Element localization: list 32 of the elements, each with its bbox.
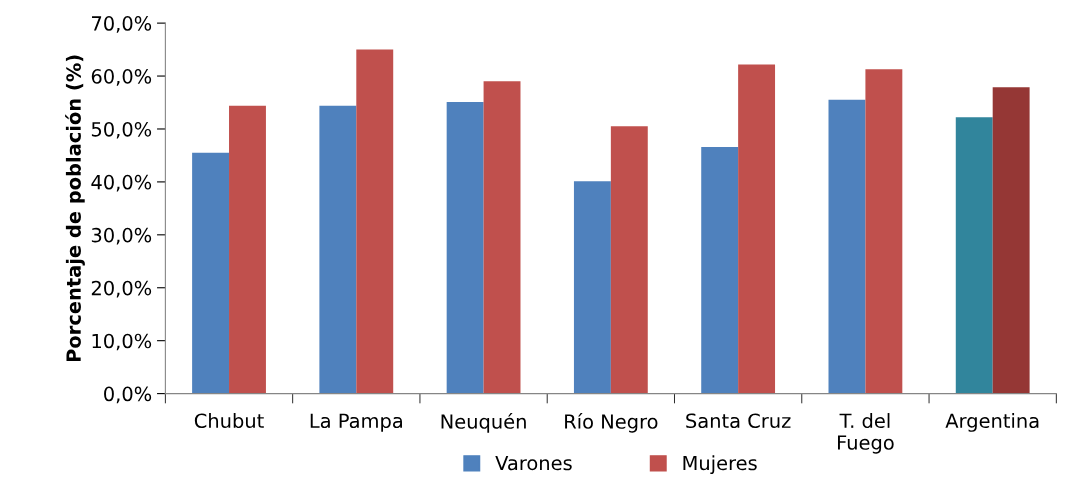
bar [738,64,776,394]
y-axis-title: Porcentaje de población (%) [65,55,85,362]
x-tick-label: Santa Cruz [686,413,791,429]
x-tick-label: Argentina [945,413,1039,432]
y-tick-label: 40,0% [91,174,152,192]
x-tick-label: La Pampa [310,413,402,432]
bar [573,181,611,394]
bar [192,152,230,394]
bar [319,105,357,394]
bar [701,146,739,394]
y-tick-label: 60,0% [91,69,152,86]
legend-label: Varones [495,455,572,471]
bar [229,105,266,394]
y-tick-label: 20,0% [91,280,152,298]
bar [992,87,1030,394]
y-tick-label: 30,0% [91,227,152,245]
x-tick-label: T. del Fuego [838,413,894,454]
bar [610,126,648,394]
y-tick-label: 10,0% [92,333,152,351]
y-tick-label: 0,0% [104,386,152,404]
x-tick-label: Río Negro [565,413,658,433]
bar [446,101,484,394]
legend-label: Mujeres [683,455,757,475]
bar [356,49,394,394]
bar [865,69,903,394]
bar [483,81,521,394]
y-tick-label: 50,0% [91,121,152,139]
y-tick-label: 70,0% [92,16,152,33]
x-tick-label: Neuquén [441,413,526,433]
bar [828,99,866,394]
x-tick-label: Chubut [194,413,264,429]
bar [955,117,993,394]
